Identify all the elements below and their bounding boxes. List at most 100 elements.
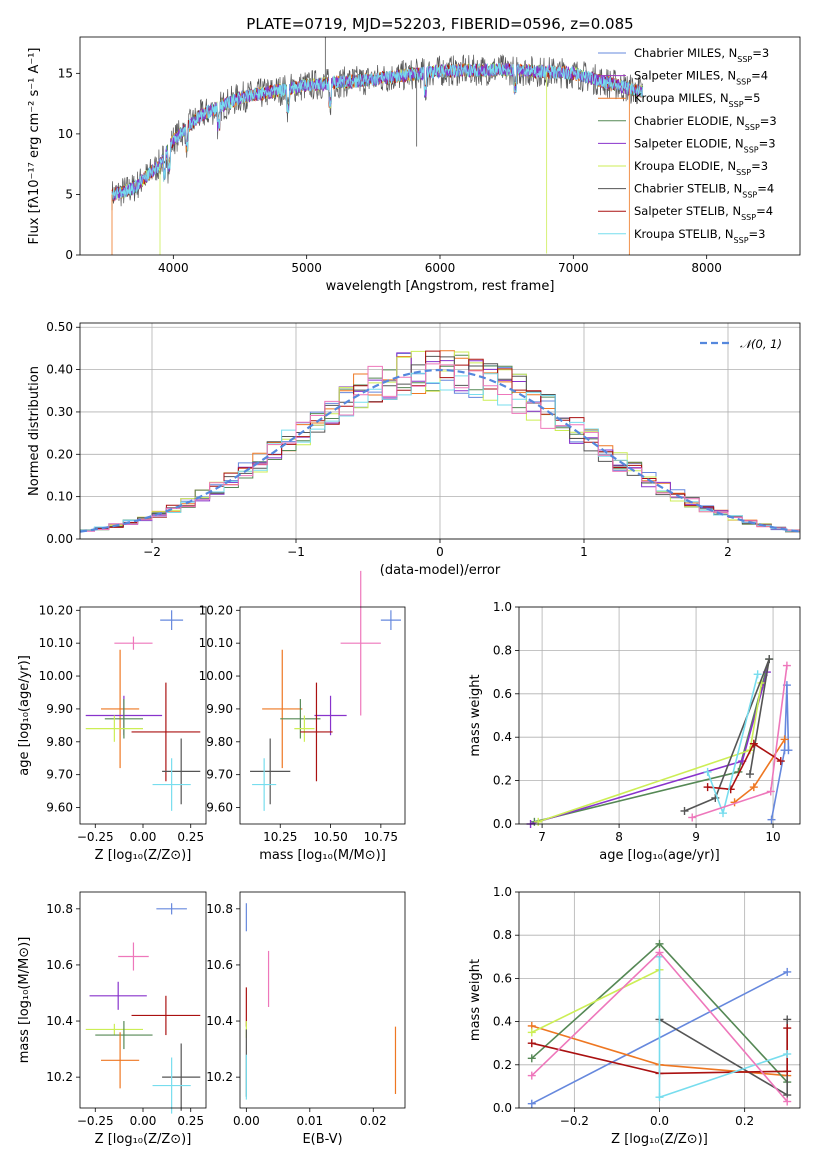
legend-entry: Kroupa STELIB, NSSP=3: [634, 227, 765, 245]
x-tick-label: 0.01: [296, 1114, 323, 1128]
legend-entry: Salpeter ELODIE, NSSP=3: [634, 136, 776, 154]
y-tick-label: 0.8: [493, 928, 512, 942]
panel-frame: [79, 36, 801, 256]
y-tick-label: 9.70: [46, 768, 73, 782]
panel-frame: [518, 891, 801, 1109]
x-tick-label: 4000: [158, 261, 189, 275]
y-tick-label: 9.70: [206, 768, 233, 782]
y-tick-label: 1.0: [493, 885, 512, 899]
x-tick-label: −0.25: [77, 1114, 114, 1128]
x-axis-label: age [log₁₀(age/yr)]: [599, 848, 720, 863]
y-tick-label: 10.2: [46, 1070, 73, 1084]
y-tick-label: 9.60: [206, 801, 233, 815]
series-line: [659, 1018, 788, 1097]
x-axis-label: Z [log₁₀(Z/Z⊙)]: [611, 1132, 708, 1147]
legend-entry: Salpeter STELIB, NSSP=4: [634, 204, 773, 222]
y-tick-label: 0.6: [493, 971, 512, 985]
y-tick-label: 5: [65, 187, 73, 201]
y-tick-label: 10.00: [199, 669, 233, 683]
y-tick-label: 0.10: [46, 490, 73, 504]
x-tick-label: −0.2: [560, 1114, 589, 1128]
y-axis-label: age [log₁₀(age/yr)]: [17, 655, 32, 776]
y-tick-label: 10.2: [206, 1070, 233, 1084]
gaussian-curve: [79, 368, 801, 533]
x-tick-label: 8000: [691, 261, 722, 275]
y-tick-label: 0.8: [493, 643, 512, 657]
x-tick-label: 10.25: [263, 830, 297, 844]
y-tick-label: 10: [58, 127, 73, 141]
panel-frame: [518, 606, 801, 825]
x-tick-label: 6000: [425, 261, 456, 275]
legend-entry: 𝒩(0, 1): [740, 337, 782, 351]
panel-frame: [79, 322, 801, 540]
y-tick-label: 15: [58, 66, 73, 80]
panel-frame: [239, 891, 406, 1109]
y-tick-label: 10.20: [199, 603, 233, 617]
y-axis-label: mass [log₁₀(M/M⊙)]: [17, 937, 32, 1064]
series-line: [531, 1028, 788, 1075]
series-line: [770, 685, 790, 820]
series-line: [530, 671, 768, 825]
y-tick-label: 0.50: [46, 320, 73, 334]
y-tick-label: 0.40: [46, 363, 73, 377]
y-axis-label: mass weight: [468, 674, 483, 756]
panel-frame: [239, 606, 406, 825]
legend-entry: Chabrier STELIB, NSSP=4: [634, 182, 774, 200]
x-tick-label: 0.25: [177, 1114, 204, 1128]
x-tick-label: 10.50: [313, 830, 347, 844]
y-tick-label: 10.20: [39, 603, 73, 617]
x-tick-label: 0.00: [233, 1114, 260, 1128]
y-tick-label: 10.6: [206, 958, 233, 972]
x-tick-label: 7: [538, 830, 546, 844]
y-tick-label: 0: [65, 248, 73, 262]
y-tick-label: 0.2: [493, 1058, 512, 1072]
x-axis-label: wavelength [Angstrom, rest frame]: [326, 279, 555, 294]
y-tick-label: 9.90: [46, 702, 73, 716]
panel-frame: [79, 891, 207, 1109]
x-tick-label: 0.2: [735, 1114, 754, 1128]
y-tick-label: 0.20: [46, 447, 73, 461]
y-tick-label: 10.10: [199, 636, 233, 650]
y-tick-label: 10.10: [39, 636, 73, 650]
series-line: [537, 682, 763, 823]
series-line: [684, 658, 770, 812]
legend-entry: Kroupa MILES, NSSP=5: [634, 91, 760, 109]
x-tick-label: 5000: [291, 261, 322, 275]
x-tick-label: 8: [615, 830, 623, 844]
y-tick-label: 0.30: [46, 405, 73, 419]
x-tick-label: 0.0: [650, 1114, 669, 1128]
x-tick-label: 2: [724, 545, 732, 559]
panel-frame: [79, 606, 207, 825]
x-axis-label: mass [log₁₀(M/M⊙)]: [259, 848, 386, 863]
spectrum-panel: 4000 5000 6000 7000 8000 0 5 10 15 wavelength [An…: [27, 36, 801, 294]
y-tick-label: 0.4: [493, 1015, 512, 1029]
x-axis-label: Z [log₁₀(Z/Z⊙)]: [95, 1132, 192, 1147]
y-tick-label: 1.0: [493, 600, 512, 614]
histogram-step: [80, 363, 800, 534]
mass-weight-vs-metallicity-panel: −0.2 0.0 0.2 0.0 0.2 0.4 0.6 0.8 1.0 Z [log₁₀(Z/Z…: [468, 885, 801, 1147]
y-tick-label: 10.6: [46, 958, 73, 972]
x-tick-label: 0.25: [177, 830, 204, 844]
y-tick-label: 0.00: [46, 532, 73, 546]
x-axis-label: (data-model)/error: [380, 563, 501, 578]
y-tick-label: 10.00: [39, 669, 73, 683]
y-tick-label: 10.4: [206, 1014, 233, 1028]
series-line: [531, 969, 660, 1034]
x-axis-label: E(B-V): [302, 1132, 342, 1147]
y-tick-label: 9.60: [46, 801, 73, 815]
y-tick-label: 10.4: [46, 1014, 73, 1028]
mass-vs-metallicity-panel: −0.25 0.00 0.25 10.2 10.4 10.6 10.8 Z [log₁₀(Z/…: [17, 891, 207, 1147]
chart-title: PLATE=0719, MJD=52203, FIBERID=0596, z=0…: [246, 15, 633, 33]
y-axis-label: Normed distribution: [27, 366, 42, 496]
x-tick-label: 0.00: [130, 1114, 157, 1128]
y-tick-label: 0.6: [493, 687, 512, 701]
residual-histogram-panel: −2 −1 0 1 2 0.00 0.10 0.20 0.30 0.40 0.50 (data-mod…: [27, 320, 801, 578]
x-tick-label: −0.25: [77, 830, 114, 844]
x-tick-label: −1: [287, 545, 305, 559]
mass-vs-extinction-panel: 0.00 0.01 0.02 10.2 10.4 10.6 10.8 E(B-V): [206, 891, 406, 1147]
y-axis-label: mass weight: [468, 959, 483, 1041]
legend-entry: Kroupa ELODIE, NSSP=3: [634, 159, 768, 177]
y-tick-label: 9.80: [46, 735, 73, 749]
x-tick-label: 9: [692, 830, 700, 844]
y-tick-label: 9.90: [206, 702, 233, 716]
